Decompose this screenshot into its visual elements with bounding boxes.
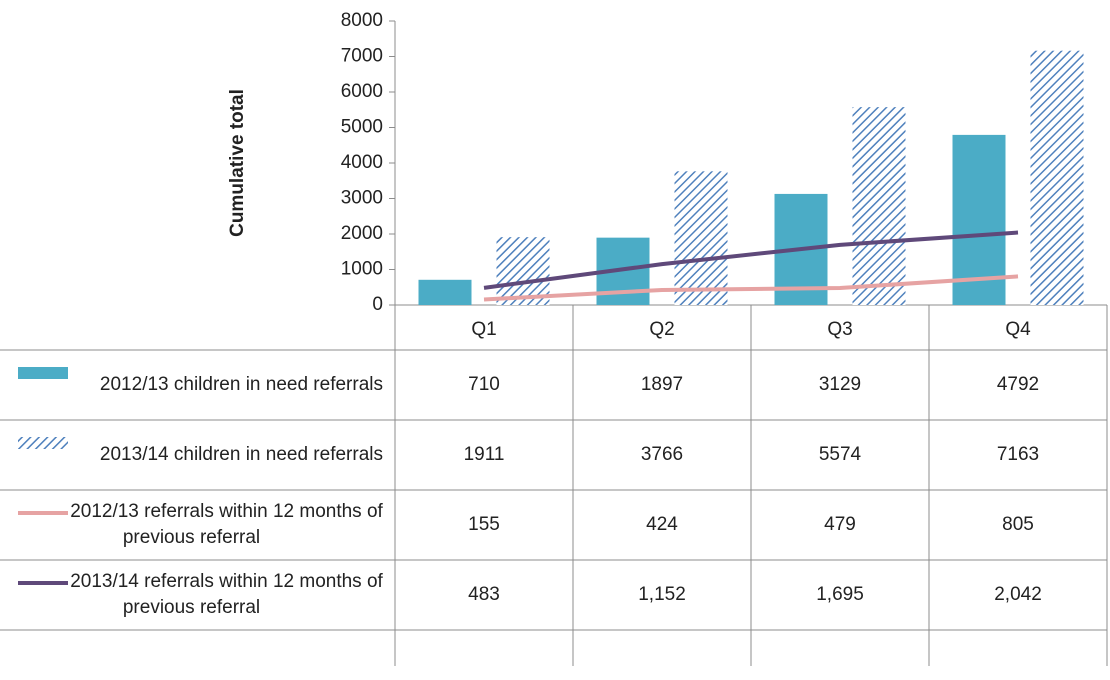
bar — [674, 171, 728, 305]
legend-cell: 2013/14 referrals within 12 months of pr… — [70, 571, 383, 618]
legend-key — [18, 437, 68, 449]
table-value: 1897 — [641, 374, 683, 395]
legend-label: 2012/13 children in need referrals — [99, 374, 383, 395]
bar — [496, 237, 550, 305]
table-value: 805 — [1002, 514, 1034, 535]
line — [483, 230, 1019, 290]
table-value: 3129 — [819, 374, 861, 395]
bar — [1030, 50, 1084, 305]
table-value: 1,152 — [638, 584, 686, 605]
legend-cell: 2013/14 children in need referrals — [99, 444, 383, 465]
legend-cell: 2012/13 children in need referrals — [99, 374, 383, 395]
table-value: 710 — [468, 374, 500, 395]
legend-key — [18, 367, 68, 379]
y-tick-label: 7000 — [341, 46, 383, 67]
x-tick-label: Q1 — [471, 319, 496, 340]
x-tick-label: Q2 — [649, 319, 674, 340]
y-tick-label: 5000 — [341, 117, 383, 138]
table-value: 483 — [468, 584, 500, 605]
table-value: 1911 — [464, 444, 505, 465]
table-value: 5574 — [819, 444, 862, 465]
y-tick-label: 1000 — [341, 259, 383, 280]
table-value: 155 — [468, 514, 500, 535]
x-tick-label: Q3 — [827, 319, 852, 340]
y-tick-label: 0 — [372, 294, 383, 315]
table-value: 3766 — [641, 444, 683, 465]
y-tick-label: 4000 — [341, 152, 383, 173]
x-tick-label: Q4 — [1005, 319, 1031, 340]
table-value: 7163 — [997, 444, 1039, 465]
line — [483, 274, 1019, 302]
table-value: 1,695 — [816, 584, 864, 605]
y-tick-label: 2000 — [341, 223, 383, 244]
legend-label: 2013/14 children in need referrals — [99, 444, 383, 465]
bar — [418, 279, 472, 305]
legend-label: 2012/13 referrals within 12 months of pr… — [70, 501, 383, 548]
table-value: 4792 — [997, 374, 1039, 395]
legend-label: 2013/14 referrals within 12 months of pr… — [70, 571, 383, 618]
legend-cell: 2012/13 referrals within 12 months of pr… — [70, 501, 383, 548]
y-axis-title: Cumulative total — [227, 89, 248, 237]
y-tick-label: 8000 — [341, 10, 383, 31]
table-value: 424 — [646, 514, 678, 535]
table-value: 2,042 — [994, 584, 1042, 605]
bar — [852, 107, 906, 305]
y-tick-label: 3000 — [341, 188, 383, 209]
y-tick-label: 6000 — [341, 81, 383, 102]
table-value: 479 — [824, 514, 856, 535]
